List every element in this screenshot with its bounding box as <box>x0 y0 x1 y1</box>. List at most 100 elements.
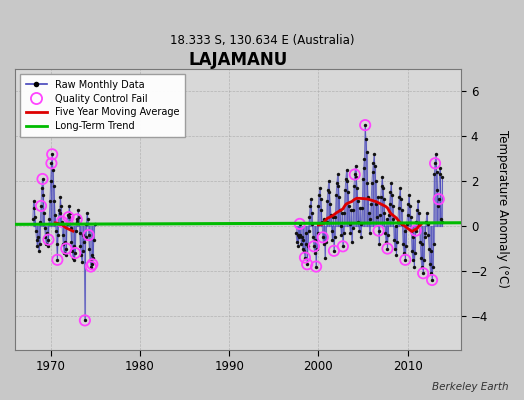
Point <box>364 194 373 200</box>
Point <box>322 218 331 225</box>
Point <box>409 234 418 240</box>
Point <box>314 203 322 209</box>
Point <box>348 225 357 232</box>
Point <box>58 218 66 225</box>
Point <box>332 192 341 198</box>
Point <box>341 187 350 194</box>
Point <box>79 232 88 238</box>
Point <box>49 167 57 173</box>
Point <box>63 212 72 218</box>
Point <box>41 234 50 240</box>
Point <box>45 216 53 222</box>
Point <box>390 236 398 243</box>
Point <box>433 187 441 194</box>
Point <box>82 221 91 227</box>
Point <box>71 250 80 256</box>
Point <box>380 210 389 216</box>
Point <box>313 230 322 236</box>
Point <box>400 250 408 256</box>
Point <box>325 189 334 196</box>
Point <box>420 256 428 263</box>
Point <box>438 174 446 180</box>
Point <box>382 239 390 245</box>
Point <box>31 214 39 220</box>
Point <box>90 221 99 227</box>
Point <box>89 254 97 261</box>
Point <box>74 207 82 214</box>
Point <box>330 248 338 254</box>
Point <box>79 248 87 254</box>
Point <box>436 164 444 171</box>
Point <box>428 277 436 283</box>
Point <box>304 243 312 250</box>
Point <box>328 236 336 243</box>
Point <box>360 156 368 162</box>
Point <box>404 200 412 207</box>
Point <box>78 259 86 265</box>
Point <box>339 243 347 250</box>
Point <box>65 203 73 209</box>
Point <box>417 254 425 261</box>
Point <box>391 245 399 252</box>
Point <box>407 228 416 234</box>
Text: Berkeley Earth: Berkeley Earth <box>432 382 508 392</box>
Point <box>64 214 73 220</box>
Point <box>435 171 444 178</box>
Point <box>52 241 61 247</box>
Point <box>410 263 419 270</box>
Point <box>377 194 385 200</box>
Point <box>302 230 311 236</box>
Point <box>312 263 320 270</box>
Point <box>372 178 380 184</box>
Point <box>416 239 424 245</box>
Point <box>70 256 79 263</box>
Point <box>338 210 346 216</box>
Point <box>47 178 55 184</box>
Point <box>372 200 380 207</box>
Point <box>434 203 442 209</box>
Point <box>296 221 304 227</box>
Point <box>331 214 340 220</box>
Point <box>81 317 89 324</box>
Point <box>368 169 377 176</box>
Point <box>319 234 327 240</box>
Point <box>327 212 335 218</box>
Point <box>84 232 93 238</box>
Point <box>421 230 430 236</box>
Point <box>369 160 377 166</box>
Point <box>35 241 43 247</box>
Y-axis label: Temperature Anomaly (°C): Temperature Anomaly (°C) <box>496 130 509 288</box>
Point <box>367 200 375 207</box>
Point <box>323 198 332 205</box>
Point <box>429 241 438 247</box>
Point <box>424 232 432 238</box>
Point <box>397 207 406 214</box>
Point <box>30 205 39 211</box>
Point <box>64 214 73 220</box>
Point <box>72 216 81 222</box>
Point <box>86 263 95 270</box>
Point <box>298 234 306 240</box>
Point <box>418 241 427 247</box>
Point <box>434 196 443 202</box>
Point <box>336 223 345 229</box>
Point <box>322 239 330 245</box>
Point <box>347 207 355 214</box>
Point <box>409 256 417 263</box>
Point <box>37 203 45 209</box>
Point <box>44 236 52 243</box>
Point <box>60 250 68 256</box>
Point <box>427 270 435 276</box>
Point <box>301 241 310 247</box>
Point <box>317 207 325 214</box>
Point <box>425 261 434 268</box>
Point <box>388 203 397 209</box>
Point <box>344 189 352 196</box>
Point <box>350 182 358 189</box>
Point <box>378 174 387 180</box>
Point <box>321 254 329 261</box>
Point <box>292 230 300 236</box>
Point <box>412 218 421 225</box>
Point <box>374 228 383 234</box>
Point <box>295 234 303 240</box>
